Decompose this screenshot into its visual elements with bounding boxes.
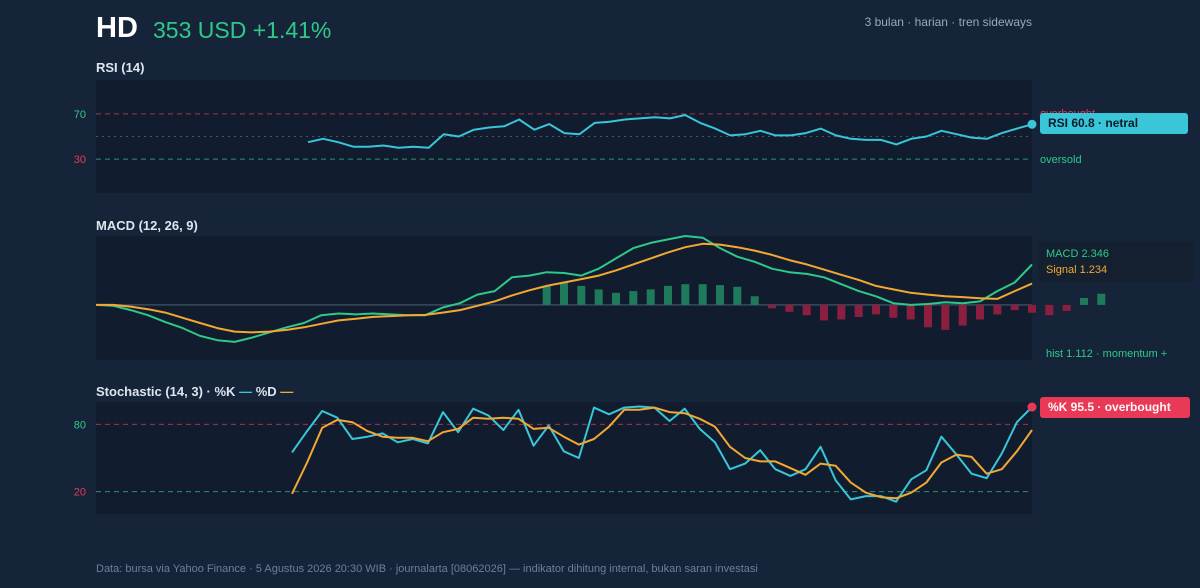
rsi-panel-title: RSI (14): [96, 60, 145, 75]
macd-histogram-bar: [802, 304, 811, 316]
footer-source: Data: bursa via Yahoo Finance · 5 Agustu…: [96, 563, 758, 575]
macd-histogram-bar: [750, 296, 759, 305]
macd-histogram-bar: [733, 286, 742, 305]
k-legend-swatch: —: [239, 384, 253, 399]
signal-line: [96, 242, 1033, 334]
rsi-oversold-label: oversold: [1040, 154, 1082, 166]
macd-histogram-bar: [837, 304, 846, 320]
d-legend-swatch: —: [280, 384, 294, 399]
period-description: 3 bulan · harian · tren sideways: [864, 15, 1032, 29]
macd-histogram-bar: [698, 284, 707, 305]
macd-histogram-bar: [646, 289, 655, 305]
rsi-chart: 30 70: [74, 109, 1037, 166]
macd-histogram-bar: [941, 304, 950, 330]
stoch-title-text: Stochastic (14, 3) · %K: [96, 384, 236, 399]
macd-histogram-bar: [1062, 304, 1071, 311]
macd-histogram-bar: [768, 304, 776, 309]
macd-histogram-bar: [1080, 298, 1088, 305]
rsi-value-tag: RSI 60.8 · netral: [1040, 113, 1188, 134]
price-change: 353 USD +1.41%: [153, 17, 332, 43]
macd-chart: [95, 235, 1106, 343]
histogram-note: hist 1.112 · momentum +: [1046, 348, 1168, 360]
macd-histogram-bar: [993, 304, 1002, 315]
rsi-y-tick-70: 70: [74, 109, 86, 121]
macd-legend-box: [1038, 242, 1194, 282]
ticker-symbol: HD: [96, 12, 138, 44]
macd-histogram-bar: [594, 289, 603, 305]
macd-histogram-bar: [1028, 304, 1036, 313]
stoch-y-tick-80: 80: [74, 419, 86, 431]
macd-histogram-bar: [560, 282, 568, 305]
macd-histogram-bar: [664, 285, 672, 305]
macd-histogram-bar: [1097, 293, 1106, 305]
macd-histogram-bar: [542, 285, 551, 305]
macd-line: [95, 235, 1033, 343]
stoch-series-line-2: [291, 406, 1033, 500]
stoch-panel-title: Stochastic (14, 3) · %K — %D —: [96, 384, 293, 399]
stoch-y-tick-20: 20: [74, 487, 86, 499]
signal-value-label: Signal 1.234: [1046, 264, 1108, 276]
macd-histogram-bar: [629, 291, 638, 305]
macd-histogram-bar: [681, 284, 690, 305]
stoch-value-tag: %K 95.5 · overbought: [1040, 397, 1190, 418]
macd-histogram-bar: [924, 304, 932, 328]
macd-histogram-bar: [1045, 304, 1054, 316]
rsi-y-tick-30: 30: [74, 154, 86, 166]
macd-histogram-bar: [906, 304, 915, 320]
macd-histogram-bar: [612, 292, 620, 305]
macd-histogram-bar: [1010, 304, 1019, 311]
macd-histogram-bar: [872, 304, 880, 315]
macd-histogram-bar: [854, 304, 863, 317]
macd-histogram-bar: [577, 285, 586, 305]
macd-histogram-bar: [976, 304, 984, 320]
macd-panel-title: MACD (12, 26, 9): [96, 218, 198, 233]
macd-histogram-bar: [785, 304, 794, 312]
macd-histogram-bar: [958, 304, 967, 326]
rsi-series-line-1: [307, 114, 1033, 149]
macd-histogram-bar: [820, 304, 828, 321]
d-legend-label: %D: [255, 384, 277, 399]
rsi-last-point: [1027, 119, 1037, 129]
stoch-last-point: [1027, 402, 1037, 412]
stoch-series-line-1: [291, 405, 1033, 503]
macd-histogram-bar: [889, 304, 898, 318]
macd-histogram-bar: [716, 285, 724, 305]
macd-value-label: MACD 2.346: [1046, 248, 1109, 260]
